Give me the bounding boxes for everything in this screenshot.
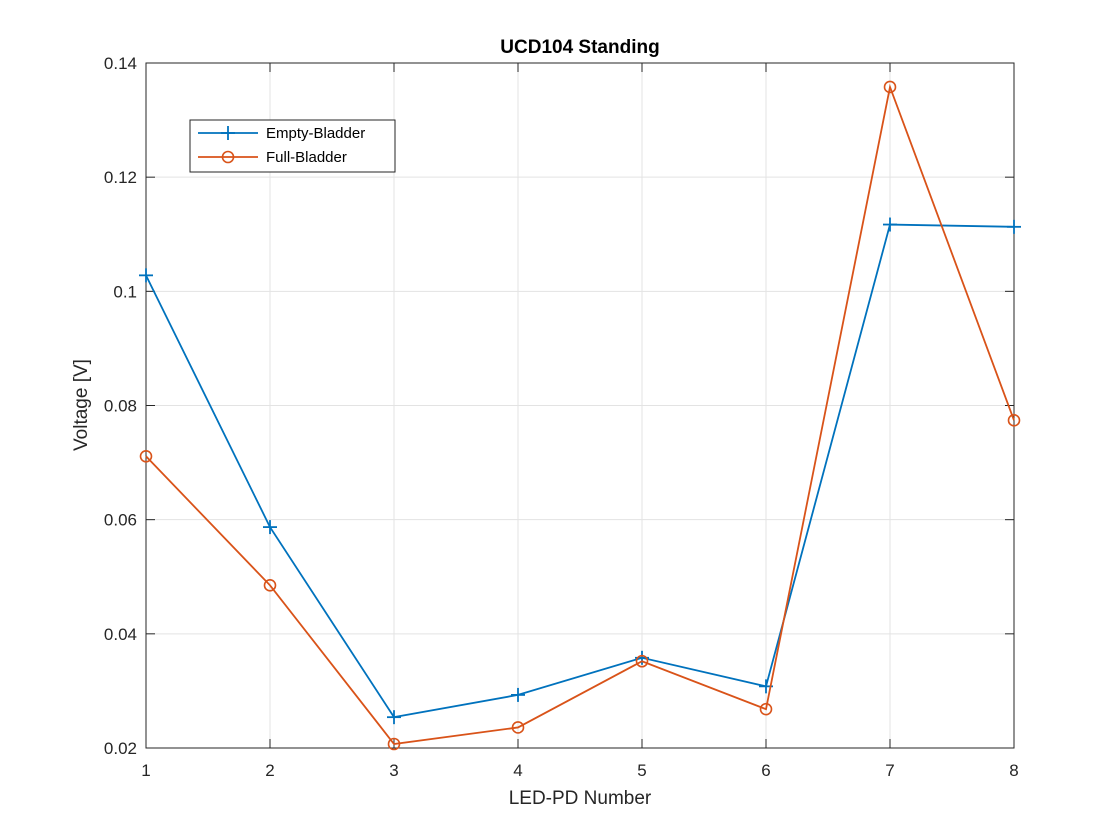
series-line	[145, 223, 1015, 719]
data-point	[883, 217, 897, 232]
chart-title: UCD104 Standing	[500, 37, 659, 58]
x-tick-label: 1	[141, 761, 150, 780]
data-point	[387, 737, 401, 751]
x-tick-label: 8	[1009, 761, 1018, 780]
y-tick-label: 0.12	[104, 168, 137, 187]
y-tick-label: 0.1	[113, 282, 137, 301]
y-tick-label: 0.02	[104, 739, 137, 758]
x-tick-label: 2	[265, 761, 274, 780]
y-tick-label: 0.14	[104, 54, 137, 73]
x-tick-label: 3	[389, 761, 398, 780]
x-tick-label: 7	[885, 761, 894, 780]
data-point	[511, 687, 525, 702]
data-point	[263, 579, 277, 592]
data-point	[263, 520, 277, 535]
axis-ticks	[145, 62, 1015, 749]
y-axis-label: Voltage [V]	[71, 359, 92, 451]
data-point	[1007, 219, 1021, 234]
data-point	[759, 702, 773, 716]
data-point	[139, 268, 153, 283]
y-tick-label: 0.08	[104, 397, 137, 416]
legend: Empty-Bladder Full-Bladder	[189, 119, 396, 173]
series-line	[145, 83, 1015, 745]
legend-label: Full-Bladder	[266, 149, 347, 166]
x-tick-label: 4	[513, 761, 522, 780]
y-tick-label: 0.06	[104, 511, 137, 530]
legend-box	[189, 119, 396, 173]
grid	[145, 62, 1015, 749]
x-axis-label: LED-PD Number	[509, 788, 652, 809]
data-point	[139, 450, 153, 463]
data-point	[1007, 414, 1021, 427]
y-tick-labels: 0.02 0.04 0.06 0.08 0.1 0.12 0.14	[104, 54, 137, 758]
legend-marker	[221, 150, 235, 164]
legend-entry: Full-Bladder	[198, 149, 347, 166]
legend-label: Empty-Bladder	[266, 125, 365, 142]
x-tick-labels: 1 2 3 4 5 6 7 8	[141, 761, 1018, 780]
series-1	[139, 80, 1021, 751]
series-layer	[139, 80, 1021, 751]
data-point	[635, 654, 649, 668]
data-point	[883, 80, 897, 94]
y-tick-label: 0.04	[104, 625, 137, 644]
data-point	[511, 721, 525, 734]
x-tick-label: 6	[761, 761, 770, 780]
data-point	[387, 710, 401, 725]
series-0	[139, 217, 1021, 725]
legend-marker	[221, 126, 235, 140]
x-tick-label: 5	[637, 761, 646, 780]
legend-entry: Empty-Bladder	[198, 125, 365, 142]
